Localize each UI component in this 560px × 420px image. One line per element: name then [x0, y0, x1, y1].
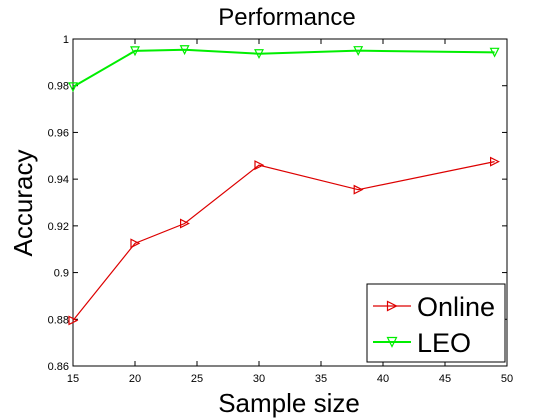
y-tick-label: 0.88: [48, 314, 69, 326]
y-axis-label: Accuracy: [8, 150, 38, 257]
x-tick-label: 20: [129, 373, 141, 385]
x-tick-label: 30: [253, 373, 265, 385]
y-tick-label: 0.94: [48, 174, 69, 186]
y-tick-label: 0.98: [48, 81, 69, 93]
leo-data-point: [489, 47, 500, 58]
series-lines: [68, 45, 500, 326]
y-tick-label: 0.92: [48, 221, 69, 233]
leo-data-point: [353, 46, 364, 57]
legend-leo-label: LEO: [417, 328, 471, 358]
y-tick-label: 0.9: [54, 268, 69, 280]
online-data-point: [180, 218, 190, 229]
x-tick-label: 45: [439, 373, 451, 385]
leo-series-line: [72, 48, 495, 88]
online-data-point: [353, 184, 364, 195]
x-tick-label: 15: [67, 373, 79, 385]
online-data-point: [254, 160, 265, 171]
legend-box: [366, 283, 506, 363]
legend: Online LEO: [366, 283, 506, 363]
online-series-line: [72, 161, 495, 321]
y-tick-label: 0.96: [48, 127, 69, 139]
x-tick-label: 40: [377, 373, 389, 385]
y-tick-label: 0.86: [48, 361, 69, 373]
axis-ticks: 15 20 25 30 35 40 45 50 0.86 0.88 0.9 0.92 0.94 0.96 0…: [48, 34, 514, 385]
online-data-point: [130, 238, 141, 249]
x-axis-label: Sample size: [218, 388, 360, 418]
x-tick-label: 35: [315, 373, 327, 385]
x-tick-label: 50: [501, 373, 513, 385]
legend-online-label: Online: [417, 292, 495, 322]
chart-title: Performance: [218, 4, 355, 31]
leo-data-point: [68, 82, 78, 93]
leo-data-point: [254, 49, 264, 60]
leo-data-point: [130, 46, 140, 57]
online-data-point: [490, 156, 500, 167]
leo-data-point: [179, 45, 190, 56]
x-tick-label: 25: [191, 373, 203, 385]
legend-leo-marker: [386, 336, 398, 348]
online-data-point: [68, 315, 79, 326]
legend-online-marker: [386, 300, 398, 312]
y-tick-label: 1: [63, 34, 69, 46]
